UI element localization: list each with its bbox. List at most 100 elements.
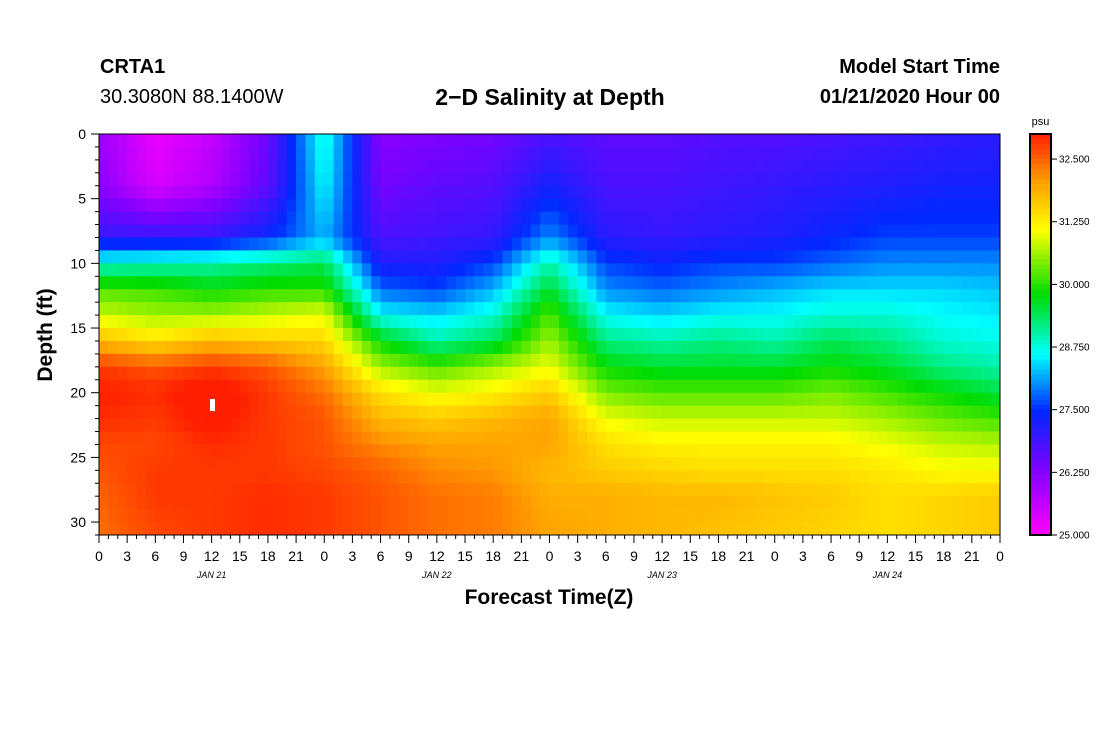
heatmap-cell bbox=[267, 263, 278, 277]
heatmap-cell bbox=[324, 496, 335, 510]
heatmap-cell bbox=[192, 328, 203, 342]
heatmap-cell bbox=[324, 379, 335, 394]
colorbar-segment bbox=[1030, 454, 1051, 461]
heatmap-cell bbox=[755, 250, 766, 264]
heatmap-cell bbox=[868, 172, 879, 187]
heatmap-cell bbox=[371, 379, 382, 394]
heatmap-cell bbox=[418, 483, 429, 497]
heatmap-cell bbox=[324, 444, 335, 458]
heatmap-cell bbox=[934, 198, 945, 213]
heatmap-cell bbox=[99, 366, 109, 381]
heatmap-cell bbox=[314, 328, 325, 342]
heatmap-cell bbox=[802, 198, 813, 213]
heatmap-cell bbox=[427, 172, 438, 187]
heatmap-cell bbox=[558, 159, 569, 174]
heatmap-cell bbox=[849, 263, 860, 277]
heatmap-cell bbox=[596, 250, 607, 264]
heatmap-cell bbox=[502, 353, 513, 368]
heatmap-cell bbox=[943, 392, 954, 407]
heatmap-cell bbox=[305, 328, 316, 342]
colorbar-tick-label: 30.000 bbox=[1059, 280, 1090, 291]
heatmap-cell bbox=[755, 146, 766, 161]
heatmap-cell bbox=[343, 159, 354, 174]
heatmap-cell bbox=[277, 185, 288, 200]
heatmap-cell bbox=[174, 509, 185, 523]
heatmap-cell bbox=[521, 159, 532, 174]
heatmap-cell bbox=[680, 159, 691, 174]
heatmap-cell bbox=[305, 185, 316, 200]
heatmap-cell bbox=[286, 431, 297, 446]
heatmap-cell bbox=[127, 470, 138, 484]
heatmap-cell bbox=[530, 134, 541, 148]
heatmap-cell bbox=[868, 276, 879, 290]
heatmap-cell bbox=[840, 470, 851, 484]
heatmap-cell bbox=[596, 444, 607, 458]
heatmap-cell bbox=[455, 211, 466, 226]
heatmap-cell bbox=[568, 366, 579, 381]
heatmap-cell bbox=[662, 198, 673, 213]
heatmap-cell bbox=[990, 172, 1000, 187]
heatmap-cell bbox=[286, 172, 297, 187]
heatmap-cell bbox=[136, 405, 147, 420]
heatmap-cell bbox=[774, 185, 785, 200]
heatmap-cell bbox=[230, 159, 241, 174]
heatmap-cell bbox=[746, 418, 757, 433]
heatmap-cell bbox=[765, 134, 776, 148]
heatmap-cell bbox=[286, 315, 297, 329]
heatmap-cell bbox=[915, 392, 926, 407]
heatmap-cell bbox=[230, 418, 241, 433]
heatmap-cell bbox=[699, 302, 710, 316]
heatmap-cell bbox=[511, 431, 522, 446]
heatmap-cell bbox=[127, 198, 138, 213]
heatmap-cell bbox=[615, 224, 626, 239]
heatmap-cell bbox=[127, 263, 138, 277]
heatmap-cell bbox=[981, 431, 992, 446]
heatmap-cell bbox=[624, 379, 635, 394]
heatmap-cell bbox=[709, 366, 720, 381]
heatmap-cell bbox=[971, 457, 982, 471]
heatmap-cell bbox=[117, 444, 128, 458]
heatmap-cell bbox=[793, 379, 804, 394]
heatmap-cell bbox=[502, 211, 513, 226]
heatmap-cell bbox=[483, 457, 494, 471]
heatmap-cell bbox=[511, 276, 522, 290]
x-tick-label: 0 bbox=[95, 548, 103, 564]
heatmap-cell bbox=[633, 379, 644, 394]
heatmap-cell bbox=[671, 276, 682, 290]
heatmap-cell bbox=[540, 263, 551, 277]
heatmap-cell bbox=[877, 328, 888, 342]
heatmap-cell bbox=[643, 276, 654, 290]
heatmap-cell bbox=[418, 522, 429, 535]
heatmap-cell bbox=[408, 431, 419, 446]
heatmap-cell bbox=[371, 483, 382, 497]
heatmap-cell bbox=[155, 250, 166, 264]
heatmap-cell bbox=[465, 263, 476, 277]
heatmap-cell bbox=[549, 302, 560, 316]
heatmap-cell bbox=[727, 483, 738, 497]
heatmap-cell bbox=[568, 224, 579, 239]
heatmap-cell bbox=[258, 431, 269, 446]
colorbar-segment bbox=[1030, 479, 1051, 486]
heatmap-cell bbox=[211, 159, 222, 174]
heatmap-cell bbox=[859, 431, 870, 446]
heatmap-cell bbox=[868, 457, 879, 471]
heatmap-cell bbox=[324, 353, 335, 368]
heatmap-cell bbox=[155, 198, 166, 213]
heatmap-cell bbox=[380, 134, 391, 148]
heatmap-cell bbox=[465, 457, 476, 471]
heatmap-cell bbox=[296, 483, 307, 497]
heatmap-cell bbox=[221, 379, 231, 394]
heatmap-cell bbox=[352, 444, 363, 458]
heatmap-cell bbox=[727, 522, 738, 535]
heatmap-cell bbox=[549, 159, 560, 174]
heatmap-cell bbox=[577, 250, 588, 264]
heatmap-cell bbox=[474, 379, 485, 394]
heatmap-cell bbox=[793, 134, 804, 148]
heatmap-cell bbox=[521, 431, 532, 446]
heatmap-cell bbox=[493, 405, 504, 420]
heatmap-cell bbox=[624, 366, 635, 381]
heatmap-cell bbox=[239, 211, 250, 226]
heatmap-cell bbox=[765, 224, 776, 239]
heatmap-cell bbox=[943, 418, 954, 433]
heatmap-cell bbox=[709, 224, 720, 239]
